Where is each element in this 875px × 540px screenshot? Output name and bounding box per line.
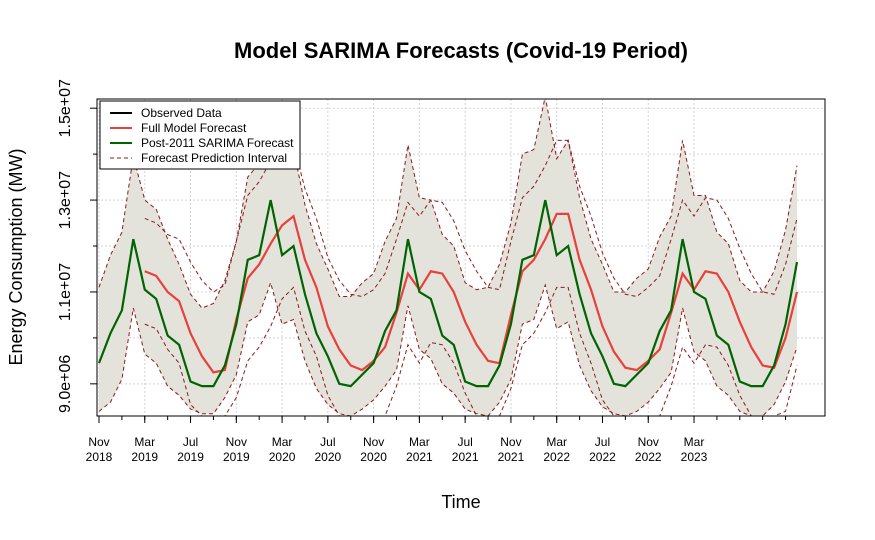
- legend-label: Full Model Forecast: [141, 121, 247, 135]
- y-tick-label: 1.3e+07: [57, 171, 74, 229]
- x-tick-label-year: 2022: [589, 450, 616, 464]
- x-tick-label-year: 2019: [177, 450, 204, 464]
- legend-box: [99, 100, 301, 170]
- y-tick-label: 1.5e+07: [57, 79, 74, 137]
- y-axis-label: Energy Consumption (MW): [6, 148, 26, 365]
- y-axis: 9.0e+06 1.1e+07 1.3e+07 1.5e+07: [57, 79, 97, 413]
- x-axis-label: Time: [441, 492, 480, 512]
- series-upper-interval-full-model: [144, 139, 798, 298]
- x-tick-label-month: Mar: [409, 435, 430, 449]
- x-tick-label-year: 2021: [452, 450, 479, 464]
- series-lines: [97, 99, 799, 416]
- x-tick-label-year: 2023: [681, 450, 708, 464]
- x-tick-label-month: Jul: [457, 435, 472, 449]
- x-tick-label-month: Mar: [272, 435, 293, 449]
- x-tick-label-month: Jul: [183, 435, 198, 449]
- x-tick-label-month: Jul: [320, 435, 335, 449]
- x-tick-label-year: 2021: [498, 450, 525, 464]
- y-tick-label: 9.0e+06: [57, 355, 74, 413]
- series-full-model-forecast: [144, 212, 799, 374]
- chart-title: Model SARIMA Forecasts (Covid-19 Period): [234, 38, 688, 63]
- series-lower-interval-full-model: [144, 286, 798, 416]
- legend-label: Observed Data: [141, 106, 222, 120]
- prediction-band: [99, 96, 797, 417]
- x-tick-label-year: 2022: [543, 450, 570, 464]
- y-tick-label: 1.1e+07: [57, 263, 74, 321]
- x-tick-label-month: Mar: [546, 435, 567, 449]
- x-tick-label-year: 2021: [406, 450, 433, 464]
- series-post-2011-sarima-forecast: [97, 199, 799, 388]
- x-tick-label-month: Mar: [684, 435, 705, 449]
- legend-label: Forecast Prediction Interval: [141, 151, 287, 165]
- x-tick-label-month: Jul: [595, 435, 610, 449]
- series-upper-interval: [98, 99, 798, 309]
- x-tick-label-month: Nov: [226, 435, 247, 449]
- x-tick-label-month: Nov: [363, 435, 384, 449]
- x-tick-label-year: 2018: [86, 450, 113, 464]
- x-tick-label-month: Nov: [638, 435, 659, 449]
- x-tick-label-month: Nov: [88, 435, 109, 449]
- x-tick-label-year: 2019: [223, 450, 250, 464]
- legend-label: Post-2011 SARIMA Forecast: [141, 136, 294, 150]
- x-tick-label-month: Nov: [500, 435, 521, 449]
- x-tick-label-year: 2020: [269, 450, 296, 464]
- plot-frame: [96, 98, 826, 417]
- x-tick-label-month: Mar: [134, 435, 155, 449]
- x-tick-label-year: 2020: [315, 450, 342, 464]
- x-tick-label-year: 2019: [131, 450, 158, 464]
- x-tick-label-year: 2020: [360, 450, 387, 464]
- x-tick-label-year: 2022: [635, 450, 662, 464]
- series-lower-interval: [98, 281, 798, 416]
- prediction-interval-band: [99, 96, 797, 417]
- x-axis: Nov2018Mar2019Jul2019Nov2019Mar2020Jul20…: [86, 416, 787, 464]
